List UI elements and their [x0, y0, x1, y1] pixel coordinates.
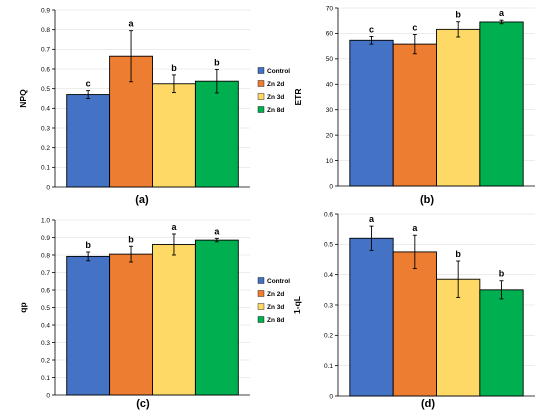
- bar-zn-2d: [392, 43, 437, 187]
- y-axis-title: NPQ: [18, 89, 28, 108]
- legend-swatch: [257, 277, 265, 284]
- significance-letter: b: [499, 269, 505, 279]
- bar-control: [66, 255, 111, 396]
- bar-zn-8d: [194, 239, 239, 396]
- y-tick-label: 0.5: [324, 242, 333, 249]
- significance-letter: c: [86, 79, 91, 89]
- legend-label: Control: [267, 278, 290, 285]
- legend-label: Control: [267, 68, 290, 75]
- legend-label: Zn 3d: [267, 94, 284, 101]
- y-tick-label: 0.4: [41, 322, 50, 329]
- bar-control: [349, 237, 394, 397]
- y-tick-label: 0.7: [41, 270, 50, 277]
- legend-swatch: [257, 316, 265, 323]
- y-tick-label: 0: [329, 183, 333, 190]
- significance-letter: b: [214, 57, 220, 67]
- y-tick-label: 0: [46, 392, 50, 399]
- y-tick-label: 10: [326, 158, 334, 165]
- y-axis-title: ETR: [293, 89, 303, 106]
- y-tick-label: 0.3: [41, 125, 50, 132]
- y-tick-label: 50: [326, 56, 334, 63]
- legend-label: Zn 3d: [267, 304, 284, 311]
- significance-letter: a: [369, 214, 375, 224]
- bar-zn-3d: [436, 278, 481, 397]
- y-tick-label: 0.1: [41, 375, 50, 382]
- y-tick-label: 0.6: [324, 211, 333, 218]
- significance-letter: a: [214, 226, 220, 236]
- significance-letter: b: [128, 234, 134, 244]
- y-tick-label: 1.0: [41, 217, 50, 224]
- y-tick-label: 0.3: [41, 340, 50, 347]
- y-tick-label: 30: [326, 107, 334, 114]
- y-tick-label: 0: [46, 184, 50, 191]
- significance-letter: b: [85, 240, 91, 250]
- y-tick-label: 0.6: [41, 66, 50, 73]
- y-tick-label: 0.8: [41, 27, 50, 34]
- bar-zn-3d: [436, 28, 481, 187]
- panel-label: (a): [135, 194, 149, 206]
- chart-panel-1: 0 0.1 0.2 0.3 0.4 0.5 0.6 0.7 0.8 0.9 c a b b NPQ (a) Co…: [18, 7, 290, 206]
- y-axis-title: qp: [18, 302, 28, 312]
- significance-letter: c: [412, 22, 417, 32]
- significance-letter: b: [455, 249, 461, 259]
- legend: Control Zn 2d Zn 3d Zn 8d: [257, 277, 290, 324]
- bar-zn-3d: [152, 244, 196, 396]
- legend-swatch: [257, 80, 265, 87]
- y-tick-label: 40: [326, 82, 334, 89]
- legend-label: Zn 2d: [267, 81, 284, 88]
- panel-label: (d): [421, 398, 435, 410]
- chart-panel-3: 0 0.1 0.2 0.3 0.4 0.5 0.6 0.7 0.8 0.9 1.0 b b a a qp (c)…: [18, 217, 290, 410]
- panel-label: (b): [420, 194, 434, 206]
- bar-zn-8d: [194, 80, 239, 188]
- y-tick-label: 70: [326, 5, 334, 12]
- significance-letter: c: [369, 24, 374, 34]
- significance-letter: a: [129, 19, 135, 29]
- legend-swatch: [257, 303, 265, 310]
- significance-letter: a: [171, 222, 177, 232]
- legend-swatch: [257, 106, 265, 113]
- panel-label: (c): [136, 398, 150, 410]
- significance-letter: b: [455, 10, 461, 20]
- y-tick-label: 0.5: [41, 86, 50, 93]
- y-tick-label: 0.7: [41, 47, 50, 54]
- bar-control: [349, 39, 394, 187]
- y-tick-label: 0: [329, 393, 333, 400]
- significance-letter: a: [499, 8, 505, 18]
- legend-swatch: [257, 290, 265, 297]
- y-tick-label: 0.1: [324, 363, 333, 370]
- y-axis-title: 1-qL: [292, 296, 302, 314]
- y-tick-label: 0.8: [41, 252, 50, 259]
- significance-letter: b: [171, 63, 177, 73]
- y-tick-label: 0.3: [324, 302, 333, 309]
- y-tick-label: 0.4: [41, 106, 50, 113]
- y-tick-label: 0.9: [41, 7, 50, 14]
- bar-zn-2d: [109, 253, 153, 396]
- y-tick-label: 0.6: [41, 287, 50, 294]
- bar-zn-3d: [152, 83, 196, 188]
- bar-control: [66, 94, 111, 188]
- y-tick-label: 0.2: [41, 145, 50, 152]
- legend: Control Zn 2d Zn 3d Zn 8d: [257, 67, 290, 114]
- y-tick-label: 0.9: [41, 235, 50, 242]
- legend-swatch: [257, 67, 265, 74]
- legend-label: Zn 2d: [267, 291, 284, 298]
- chart-panel-2: 0 10 20 30 40 50 60 70 c c b a ETR (b): [293, 5, 535, 206]
- y-tick-label: 0.5: [41, 305, 50, 312]
- y-tick-label: 60: [326, 31, 334, 38]
- y-tick-label: 0.2: [41, 357, 50, 364]
- y-tick-label: 20: [326, 132, 334, 139]
- bar-zn-8d: [479, 289, 524, 397]
- y-tick-label: 0.2: [324, 333, 333, 340]
- significance-letter: a: [412, 223, 418, 233]
- legend-swatch: [257, 93, 265, 100]
- chart-panel-4: 0 0.1 0.2 0.3 0.4 0.5 0.6 a a b b 1-qL (d): [292, 211, 535, 410]
- legend-label: Zn 8d: [267, 317, 284, 324]
- y-tick-label: 0.4: [324, 272, 333, 279]
- bar-zn-2d: [392, 251, 437, 397]
- y-tick-label: 0.1: [41, 165, 50, 172]
- bar-zn-8d: [479, 21, 524, 187]
- legend-label: Zn 8d: [267, 107, 284, 114]
